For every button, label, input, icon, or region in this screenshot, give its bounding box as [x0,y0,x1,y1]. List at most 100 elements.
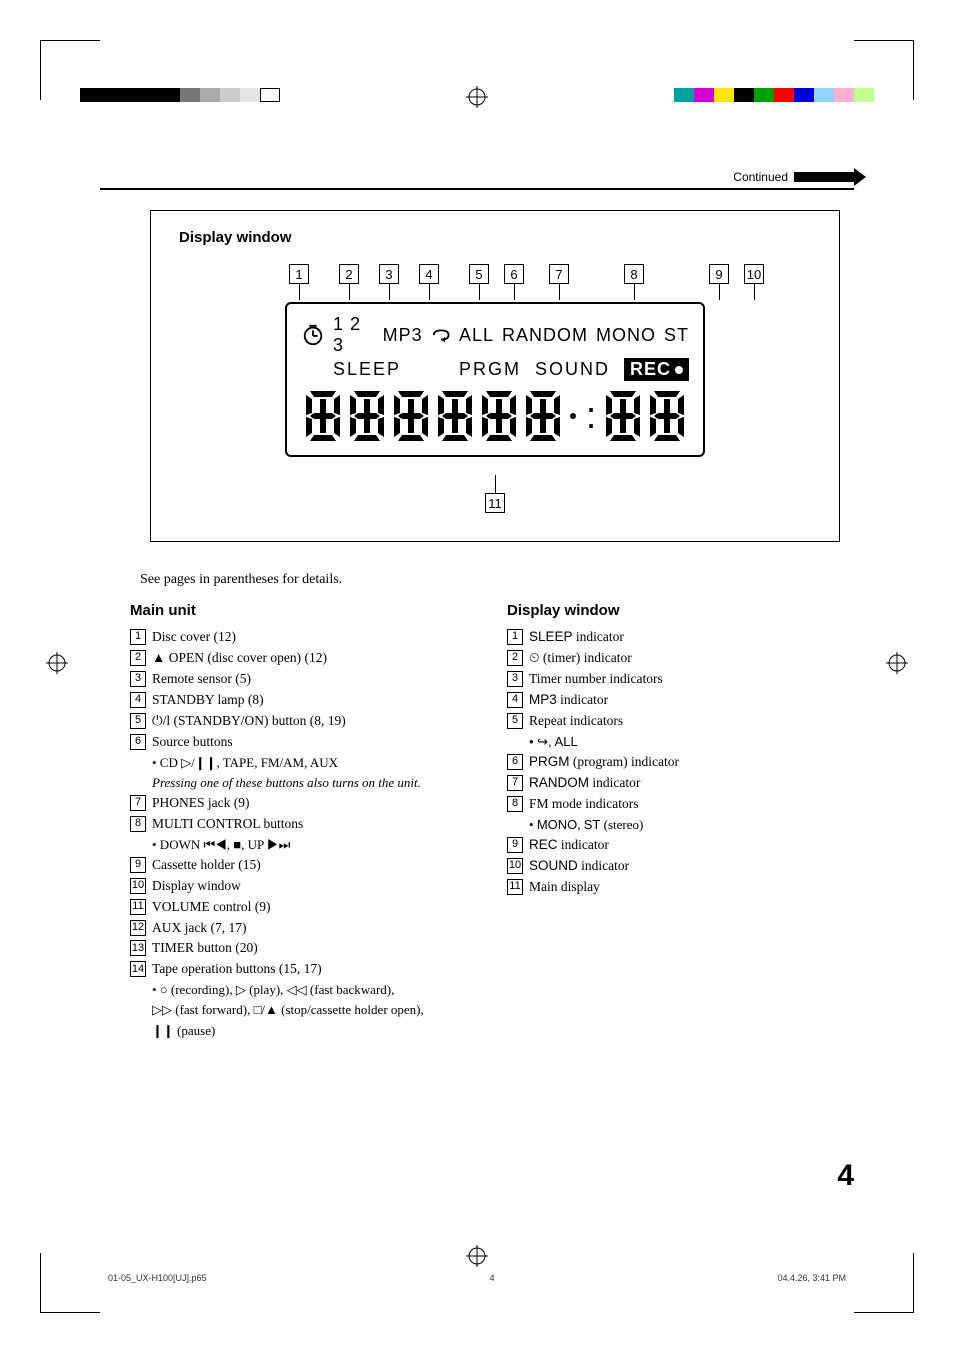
seg-colon: : [586,391,597,441]
display-window-figure: Display window 12345678910 1 2 3 MP3 ALL… [150,210,840,542]
main-unit-item: 12AUX jack (7, 17) [130,918,477,939]
display-window-column: Display window 1SLEEP indicator2⏲ (timer… [507,602,854,1041]
main-unit-item: 4 STANDBY lamp (8) [130,690,477,711]
sub-bullet: ❙❙ (pause) [152,1021,477,1041]
item-number: 14 [130,961,146,977]
header-rule [100,188,854,190]
display-window-item: 2⏲ (timer) indicator [507,648,854,669]
main-unit-item: 8 MULTI CONTROL buttons [130,814,477,835]
intro-text: See pages in parentheses for details. [140,572,854,588]
callout-8: 8 [624,264,644,284]
item-text: Disc cover (12) [152,627,236,648]
main-unit-item: 1 Disc cover (12) [130,627,477,648]
item-text: FM mode indicators [529,794,639,815]
callout-2: 2 [339,264,359,284]
lcd-line-1: 1 2 3 MP3 ALL RANDOM MONO ST [301,314,689,356]
sub-bullet: ▷▷ (fast forward), □/▲ (stop/cassette ho… [152,1000,477,1020]
callout-1: 1 [289,264,309,284]
item-text: STANDBY lamp (8) [152,690,264,711]
main-unit-item: 10 Display window [130,876,477,897]
lcd-token: RANDOM [502,325,588,346]
item-number: 4 [130,692,146,708]
lcd-token: MP3 [383,325,423,346]
segment-digit [306,391,340,441]
item-number: 13 [130,940,146,956]
item-text: Main display [529,877,600,898]
display-window-item: 1SLEEP indicator [507,627,854,648]
main-unit-item: 3Remote sensor (5) [130,669,477,690]
segment-digit [350,391,384,441]
page-content: Continued Display window 12345678910 1 2… [100,170,854,1183]
registration-mark-icon [886,652,908,674]
display-window-item: 11 Main display [507,877,854,898]
callout-5: 5 [469,264,489,284]
display-window-item: 7RANDOM indicator [507,773,854,794]
display-window-item: 9REC indicator [507,835,854,856]
main-unit-item: 11 VOLUME control (9) [130,897,477,918]
display-window-item: 6PRGM (program) indicator [507,752,854,773]
repeat-icon [431,327,451,343]
registration-mark-icon [46,652,68,674]
display-window-figure-title: Display window [179,229,811,246]
colorbar-right [674,88,874,102]
segment-digit [438,391,472,441]
display-window-item: 8FM mode indicators [507,794,854,815]
item-number: 9 [130,857,146,873]
colorbar-left [80,88,280,102]
main-unit-item: 14 Tape operation buttons (15, 17) [130,959,477,980]
item-text: Display window [152,876,241,897]
item-text: SLEEP indicator [529,627,624,648]
page-number: 4 [837,1159,854,1193]
callout-9: 9 [709,264,729,284]
main-unit-title: Main unit [130,602,477,619]
main-unit-item: 6 Source buttons [130,732,477,753]
item-number: 1 [130,629,146,645]
item-text: Source buttons [152,732,233,753]
registration-mark-icon [466,86,488,108]
segment-digit [394,391,428,441]
footer-page: 4 [490,1273,495,1283]
item-number: 11 [130,899,146,915]
lcd-line-2: SLEEP PRGM SOUND REC [333,358,689,381]
item-number: 6 [130,734,146,750]
item-text: SOUND indicator [529,856,629,877]
item-text: VOLUME control (9) [152,897,270,918]
callout-row: 12345678910 [289,264,811,290]
lcd-prgm: PRGM [459,359,521,380]
item-number: 11 [507,879,523,895]
columns: Main unit 1Disc cover (12)2▲ OPEN (disc … [130,602,854,1041]
timer-icon [301,322,325,348]
footer-timestamp: 04.4.26, 3:41 PM [777,1273,846,1283]
main-unit-column: Main unit 1Disc cover (12)2▲ OPEN (disc … [130,602,477,1041]
display-window-list: 1SLEEP indicator2⏲ (timer) indicator 3 Tim… [507,627,854,897]
callout-bottom: 11 [179,475,811,513]
callout-7: 7 [549,264,569,284]
item-text: Tape operation buttons (15, 17) [152,959,322,980]
item-text: ⏲ (timer) indicator [529,648,632,669]
item-text: ▲ OPEN (disc cover open) (12) [152,648,327,669]
segment-digit [526,391,560,441]
item-text: PRGM (program) indicator [529,752,679,773]
item-number: 3 [507,671,523,687]
sub-bullet: • MONO, ST (stereo) [529,815,854,835]
item-text: Cassette holder (15) [152,855,261,876]
footer: 01-05_UX-H100[UJ].p65 4 04.4.26, 3:41 PM [100,1273,854,1283]
sub-bullet: • ○ (recording), ▷ (play), ◁◁ (fast back… [152,980,477,1000]
lcd-token: MONO [596,325,656,346]
item-text: Timer number indicators [529,669,663,690]
item-number: 4 [507,692,523,708]
item-number: 10 [130,878,146,894]
continued-arrow-icon [794,172,854,182]
item-text: REC indicator [529,835,609,856]
sub-italic: Pressing one of these buttons also turns… [152,773,477,793]
item-number: 5 [130,713,146,729]
item-number: 8 [130,816,146,832]
item-number: 10 [507,858,523,874]
item-text: Repeat indicators [529,711,623,732]
item-text: PHONES jack (9) [152,793,250,814]
item-text: ⏻/l (STANDBY/ON) button (8, 19) [152,711,346,732]
lcd-token: ST [664,325,689,346]
rec-label: REC [630,359,671,380]
item-text: MULTI CONTROL buttons [152,814,303,835]
item-number: 7 [130,795,146,811]
